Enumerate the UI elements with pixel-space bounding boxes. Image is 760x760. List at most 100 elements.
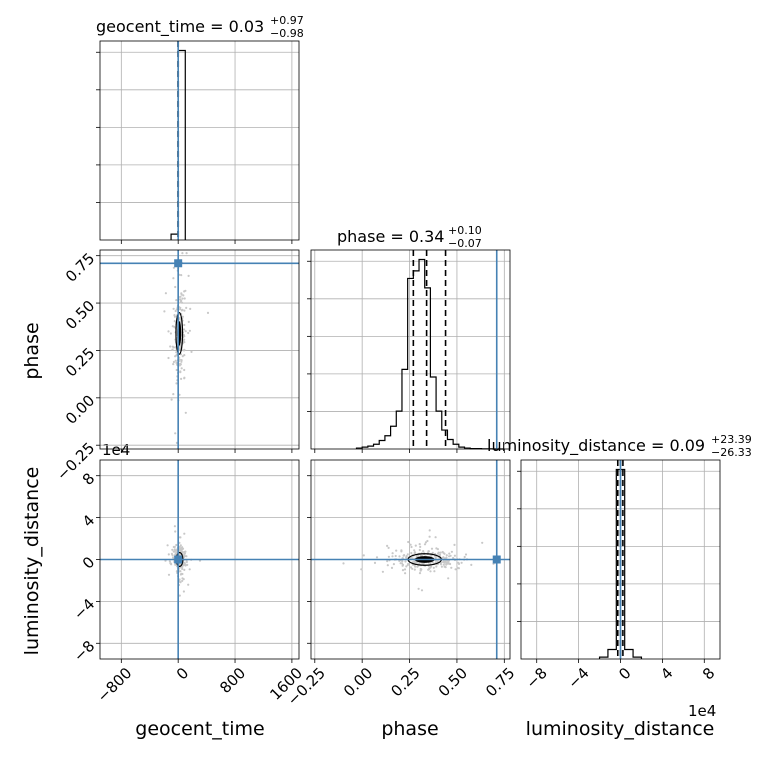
sample-point	[181, 579, 184, 583]
sample-point	[448, 552, 451, 555]
sample-point	[187, 331, 190, 335]
panel-frame	[310, 249, 511, 450]
sample-point	[181, 252, 184, 255]
gridlines	[100, 41, 299, 240]
sample-point	[169, 345, 172, 348]
sample-point	[180, 274, 183, 277]
sample-point	[418, 543, 421, 546]
panel-frame	[99, 249, 300, 450]
xlabel-luminosity-distance: luminosity_distance	[526, 718, 715, 740]
sample-point	[414, 544, 417, 547]
sample-point	[386, 560, 389, 563]
panel-frame	[310, 459, 511, 660]
sample-point	[447, 577, 450, 580]
sample-point	[188, 329, 191, 332]
sample-point	[180, 359, 183, 362]
sample-point	[178, 298, 182, 301]
sample-point	[172, 556, 175, 559]
panel-geocent_time-geocent_time	[96, 40, 300, 244]
title-phase-text: phase =	[337, 227, 409, 246]
sample-point	[342, 562, 345, 565]
offset-ld-y: 1e4	[102, 441, 130, 459]
sample-point	[445, 554, 448, 557]
sample-point	[435, 565, 438, 568]
sample-point	[179, 308, 182, 311]
sample-point	[400, 550, 403, 553]
sample-point	[433, 570, 436, 573]
sample-point	[175, 551, 178, 555]
sample-point	[183, 338, 186, 341]
sample-point	[440, 565, 443, 568]
sample-point	[175, 353, 178, 356]
sample-point	[181, 546, 184, 549]
sample-point	[386, 544, 389, 548]
sample-point	[167, 553, 170, 556]
xtick-label: 0.50	[435, 664, 471, 700]
sample-point	[457, 567, 460, 570]
sample-point	[185, 560, 188, 564]
xtick-label: 0.25	[387, 664, 423, 700]
sample-point	[454, 568, 457, 571]
sample-point	[391, 552, 394, 555]
sample-point	[429, 565, 433, 568]
sample-point	[428, 567, 431, 570]
panels: −0.250.000.250.500.75−800 0 800 1600−8−4048…	[53, 40, 721, 709]
sample-point	[413, 549, 416, 552]
ytick-label: 0.00	[62, 391, 98, 427]
sample-point	[437, 552, 440, 555]
title-luminosity-distance-value: 0.09	[669, 436, 705, 455]
sample-point	[470, 563, 473, 567]
sample-point	[183, 309, 186, 312]
sample-point	[167, 356, 170, 360]
title-phase-value: 0.34	[409, 227, 445, 246]
sample-point	[171, 548, 174, 551]
sample-point	[179, 370, 182, 373]
sample-point	[439, 551, 442, 554]
sample-point	[184, 411, 187, 414]
sample-point	[381, 570, 384, 573]
sample-point	[178, 578, 181, 581]
sample-point	[442, 563, 445, 566]
sample-point	[180, 292, 183, 295]
sample-point	[173, 525, 176, 528]
sample-point	[179, 573, 182, 576]
sample-point	[403, 568, 407, 571]
sample-point	[387, 555, 390, 558]
sample-point	[362, 554, 365, 557]
sample-point	[181, 297, 184, 300]
sample-point	[450, 566, 453, 569]
sample-point	[422, 550, 425, 553]
sample-point	[168, 560, 171, 563]
sample-point	[183, 297, 186, 300]
sample-point	[415, 561, 418, 564]
sample-point	[166, 544, 169, 547]
xlabel-geocent-time: geocent_time	[135, 718, 264, 740]
xtick-label: −8	[522, 664, 550, 692]
sample-point	[409, 543, 412, 546]
panel-frame	[99, 459, 300, 660]
sample-point	[173, 325, 176, 328]
sample-point	[172, 360, 175, 364]
contour-outer	[175, 311, 184, 355]
sample-point	[420, 589, 424, 592]
sample-point	[173, 320, 176, 323]
xtick-label: 0	[615, 664, 634, 683]
sample-point	[457, 561, 460, 564]
sample-point	[172, 363, 175, 366]
sample-point	[180, 367, 183, 370]
sample-point	[423, 543, 427, 546]
title-phase: phase = 0.34	[337, 227, 444, 246]
sample-point	[190, 350, 193, 353]
sample-point	[164, 292, 167, 295]
sample-point	[405, 555, 408, 558]
sample-point	[401, 560, 404, 563]
sample-point	[417, 587, 420, 590]
sample-point	[443, 552, 446, 555]
sample-point	[391, 555, 394, 558]
xtick-label: 4	[657, 664, 676, 683]
sample-point	[429, 570, 432, 573]
gridlines	[100, 250, 299, 449]
sample-point	[174, 432, 177, 435]
ytick-label: −4	[70, 595, 98, 623]
